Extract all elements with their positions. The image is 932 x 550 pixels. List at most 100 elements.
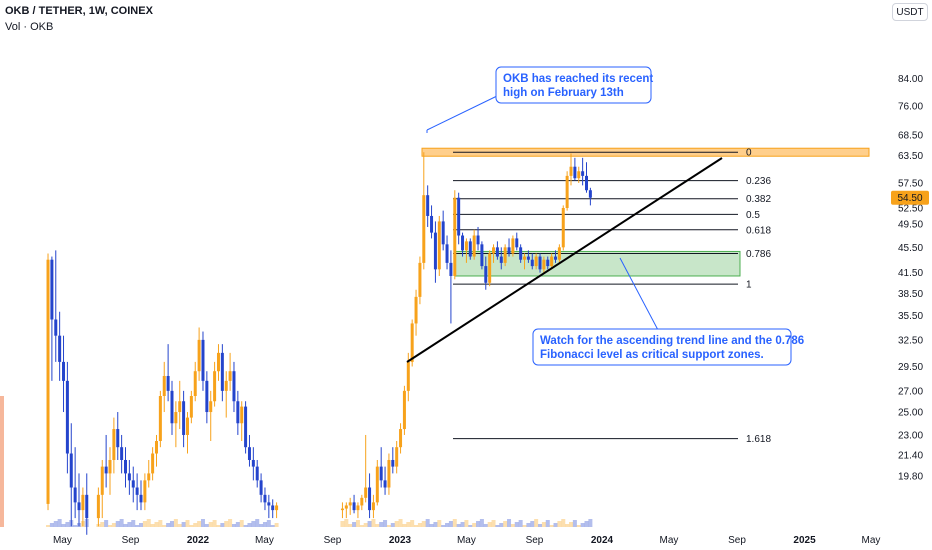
symbol-title: OKB / TETHER, 1W, COINEX — [5, 5, 153, 17]
volume-bar — [231, 524, 236, 527]
volume-bar — [402, 524, 407, 527]
y-tick-label: 35.50 — [898, 311, 923, 322]
candle-body — [263, 494, 267, 503]
volume-bar — [545, 520, 550, 527]
fib-level-label: 0.382 — [746, 194, 771, 205]
volume-bar — [111, 523, 116, 527]
volume-bar — [476, 521, 481, 527]
candle-body — [127, 473, 131, 481]
volume-bar — [154, 522, 159, 527]
candle-body — [267, 502, 271, 506]
volume-bar — [131, 520, 136, 527]
volume-bar — [386, 525, 391, 527]
candle-body — [557, 247, 561, 260]
volume-indicator-label: Vol · OKB — [5, 21, 54, 33]
volume-bar — [580, 523, 585, 527]
fib-level-label: 1.618 — [746, 434, 771, 445]
volume-bar — [460, 522, 465, 527]
candle-body — [368, 487, 372, 511]
volume-bar — [588, 519, 593, 527]
candle-body — [538, 256, 542, 270]
high-callout-box — [495, 66, 652, 104]
candle-body — [433, 232, 437, 270]
high-callout-text: OKB has reached its recent — [503, 73, 653, 85]
candle-body — [406, 361, 410, 391]
volume-bar — [185, 520, 190, 527]
candle-body — [399, 429, 403, 448]
candle-body — [348, 502, 352, 506]
volume-bar — [561, 519, 566, 527]
candle-body — [220, 352, 224, 391]
volume-bar — [158, 520, 163, 527]
candle-body — [565, 175, 569, 208]
volume-bar — [266, 520, 271, 527]
candle-body — [422, 195, 426, 263]
volume-bar — [491, 520, 496, 527]
current-price-label: 54.50 — [897, 193, 922, 204]
volume-bar — [584, 521, 589, 527]
currency-button[interactable]: USDT — [892, 3, 928, 21]
candle-body — [499, 256, 503, 263]
candle-body — [209, 401, 213, 413]
volume-bar — [108, 525, 113, 527]
volume-bar — [127, 522, 132, 527]
candle-body — [108, 459, 112, 474]
volume-bar — [135, 525, 140, 527]
volume-bar — [503, 521, 508, 527]
volume-bar — [514, 522, 519, 527]
candle-body — [174, 412, 178, 424]
volume-bar — [53, 521, 58, 527]
candle-body — [166, 375, 170, 391]
fib-level-label: 0.236 — [746, 176, 771, 187]
y-tick-label: 23.00 — [898, 430, 923, 441]
y-tick-label: 68.50 — [898, 130, 923, 141]
volume-bar — [119, 519, 124, 527]
volume-bar — [526, 523, 531, 527]
candle-body — [515, 238, 519, 248]
candle-body — [50, 259, 54, 320]
volume-bar — [483, 524, 488, 527]
volume-bar — [499, 523, 504, 527]
support-callout-text: Watch for the ascending trend line and t… — [540, 335, 804, 347]
volume-bar — [193, 523, 198, 527]
x-tick-label: 2025 — [793, 535, 816, 546]
y-tick-label: 19.80 — [898, 472, 923, 483]
y-tick-label: 63.50 — [898, 151, 923, 162]
candle-body — [542, 259, 546, 270]
candle-body — [461, 235, 465, 251]
volume-bar — [162, 525, 167, 527]
candle-body — [46, 259, 50, 504]
volume-bar — [208, 522, 213, 527]
volume-bar — [46, 525, 51, 527]
volume-bar — [534, 519, 539, 527]
candle-body — [534, 256, 538, 267]
volume-bar — [142, 521, 147, 527]
y-tick-label: 57.50 — [898, 178, 923, 189]
volume-bar — [177, 524, 182, 527]
volume-bar — [216, 525, 221, 527]
candle-body — [58, 335, 62, 362]
volume-bar — [73, 525, 78, 527]
candle-body — [236, 401, 240, 424]
volume-bar — [255, 519, 260, 527]
current-price-badge — [891, 190, 929, 205]
volume-bar — [390, 523, 395, 527]
volume-bar — [541, 522, 546, 527]
volume-bar — [429, 524, 434, 527]
x-tick-label: May — [53, 535, 72, 546]
candle-body — [116, 429, 120, 448]
candle-body — [554, 256, 558, 260]
volume-bar — [518, 520, 523, 527]
candle-body — [96, 494, 100, 519]
volume-bar — [414, 525, 419, 527]
candle-body — [124, 459, 128, 474]
candle-body — [569, 166, 573, 176]
candle-body — [418, 262, 422, 297]
volume-bar — [243, 525, 248, 527]
candle-body — [379, 466, 383, 481]
support-zone — [454, 250, 741, 277]
volume-bar — [456, 524, 461, 527]
candle-body — [426, 195, 430, 216]
fib-level-label: 1 — [746, 280, 752, 291]
